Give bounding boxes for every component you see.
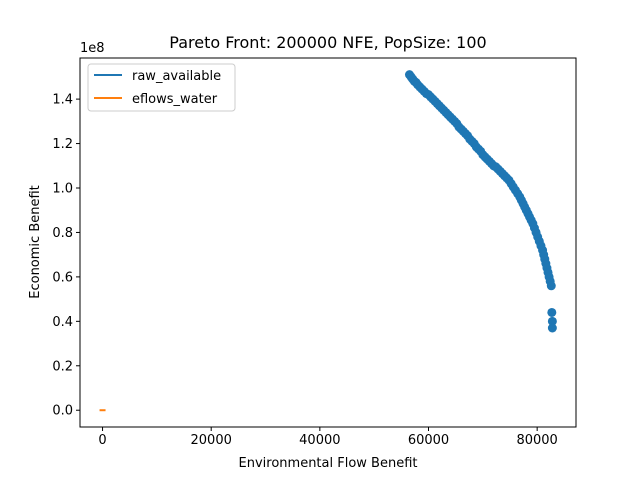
y-tick-label: 0.2: [52, 359, 73, 374]
point-raw-available: [547, 323, 557, 333]
point-raw-available: [547, 307, 557, 317]
y-tick-label: 1.0: [52, 182, 73, 197]
axes-frame: [79, 57, 577, 428]
plot-area: [79, 57, 577, 428]
legend-label-raw-available: raw_available: [132, 69, 221, 84]
point-raw-available: [547, 316, 557, 326]
chart-title: Pareto Front: 200000 NFE, PopSize: 100: [169, 33, 486, 52]
y-tick-label: 1.4: [52, 93, 73, 108]
y-offset-label: 1e8: [80, 41, 105, 56]
y-tick-label: 0.4: [52, 315, 73, 330]
x-tick-label: 20000: [191, 433, 232, 448]
legend: raw_available eflows_water: [87, 63, 236, 112]
y-tick-label: 0.6: [52, 270, 73, 285]
y-tick-label: 0.8: [52, 226, 73, 241]
y-tick-label: 0.0: [52, 404, 73, 419]
x-tick-label: 80000: [516, 433, 557, 448]
y-axis-label: Economic Benefit: [28, 185, 43, 299]
x-tick-label: 60000: [408, 433, 449, 448]
x-axis-label: Environmental Flow Benefit: [239, 456, 418, 471]
legend-label-eflows-water: eflows_water: [132, 92, 218, 107]
x-tick-label: 40000: [299, 433, 340, 448]
y-axis-ticks: 0.0 0.2 0.4 0.6 0.8 1.0 1.2 1.4: [52, 93, 80, 419]
x-axis-ticks: 0 20000 40000 60000 80000: [98, 427, 558, 448]
y-tick-label: 1.2: [52, 137, 73, 152]
legend-box: [87, 63, 236, 112]
data-marks: [99, 70, 557, 412]
point-raw-available: [546, 281, 556, 291]
x-tick-label: 0: [98, 433, 106, 448]
